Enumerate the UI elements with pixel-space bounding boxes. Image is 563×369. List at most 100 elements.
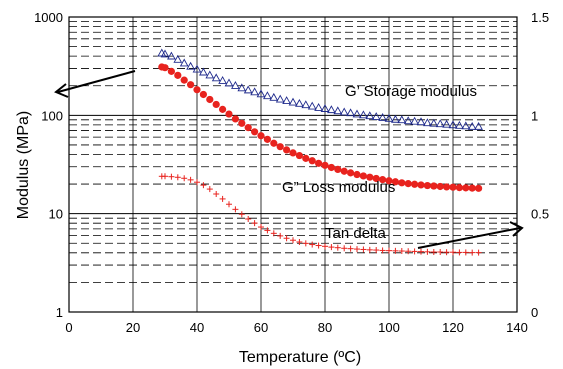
data-point — [237, 83, 247, 92]
y-left-tick-label: 100 — [41, 108, 63, 123]
data-point — [212, 100, 220, 109]
data-point — [334, 244, 341, 251]
tick-labels: 0 20 40 60 80 100 120 140 1 10 100 1000 0 0.5 1 1.5 — [34, 10, 549, 335]
x-tick-label: 140 — [506, 320, 528, 335]
x-axis-title: Temperature (ºC) — [239, 349, 361, 366]
data-point — [448, 120, 458, 129]
y-left-tick-label: 1 — [56, 305, 63, 320]
data-point — [410, 116, 419, 125]
data-point — [379, 247, 386, 254]
data-point — [334, 165, 342, 173]
y-left-tick-label: 1000 — [34, 10, 63, 25]
x-tick-label: 40 — [190, 320, 204, 335]
data-point — [168, 173, 175, 180]
data-point — [162, 173, 168, 180]
data-point — [157, 48, 167, 57]
data-point — [404, 180, 412, 188]
data-point — [181, 175, 188, 182]
data-point — [360, 246, 367, 253]
data-point — [211, 73, 221, 82]
data-point — [283, 235, 290, 242]
data-point — [436, 182, 444, 191]
data-point — [309, 241, 316, 248]
y-right-tick-label: 0.5 — [531, 207, 549, 222]
data-point — [462, 184, 470, 192]
data-point — [257, 132, 265, 140]
data-point — [167, 51, 176, 60]
data-point — [430, 182, 438, 190]
data-point — [346, 108, 355, 117]
data-point — [160, 49, 170, 58]
data-point — [475, 184, 483, 192]
data-point — [218, 75, 227, 84]
data-point — [225, 110, 233, 118]
y-right-tick-label: 1.5 — [531, 10, 549, 25]
data-point — [187, 176, 194, 183]
data-point — [372, 174, 380, 183]
data-point — [353, 170, 361, 179]
data-point — [219, 195, 226, 202]
data-point — [397, 115, 407, 124]
data-point — [186, 61, 195, 70]
data-point — [192, 64, 202, 73]
data-point — [206, 186, 213, 193]
data-point — [378, 112, 387, 121]
x-tick-label: 120 — [442, 320, 464, 335]
data-point — [263, 91, 272, 100]
data-point — [450, 249, 456, 256]
data-point — [398, 248, 405, 255]
data-point — [243, 85, 253, 94]
data-point — [352, 109, 362, 118]
data-point — [405, 248, 412, 255]
data-point — [430, 249, 437, 256]
data-point — [366, 173, 374, 181]
data-point — [320, 104, 330, 112]
data-point — [467, 121, 477, 130]
data-point — [296, 238, 303, 245]
data-point — [263, 135, 271, 143]
plot-frame — [68, 16, 518, 313]
data-point — [238, 119, 246, 127]
data-point — [180, 76, 188, 84]
data-point — [174, 71, 182, 79]
arrow-to-right-axis — [417, 221, 524, 249]
annotation-loss-modulus: G” Loss modulus — [282, 179, 395, 196]
data-point — [301, 100, 311, 109]
series-layer — [157, 48, 483, 256]
data-point — [314, 103, 323, 111]
data-point — [205, 70, 215, 79]
data-point — [295, 151, 303, 160]
data-point — [327, 105, 336, 114]
data-point — [475, 249, 482, 256]
data-point — [384, 113, 394, 122]
data-point — [437, 249, 444, 256]
data-point — [469, 249, 476, 256]
x-tick-label: 20 — [126, 320, 140, 335]
data-point — [194, 179, 200, 186]
data-point — [354, 246, 360, 253]
data-point — [416, 117, 426, 126]
data-point — [290, 237, 296, 244]
data-point — [219, 105, 227, 113]
data-point — [347, 169, 355, 177]
data-point — [250, 87, 259, 96]
series-0 — [157, 48, 483, 130]
series-2 — [158, 173, 482, 256]
data-point — [468, 184, 476, 192]
data-point — [276, 143, 284, 151]
data-point — [289, 149, 297, 157]
data-point — [258, 224, 264, 231]
data-point — [442, 119, 451, 128]
x-tick-label: 100 — [378, 320, 400, 335]
data-point — [282, 96, 291, 104]
data-point — [423, 118, 432, 127]
data-point — [270, 139, 278, 147]
data-point — [411, 248, 418, 255]
data-point — [418, 248, 424, 255]
data-point — [161, 64, 169, 72]
annotation-storage-modulus: G’ Storage modulus — [345, 83, 477, 100]
data-point — [328, 244, 335, 251]
data-point — [391, 114, 400, 123]
data-point — [264, 227, 271, 234]
